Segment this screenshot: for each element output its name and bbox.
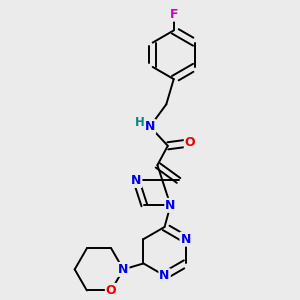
Text: N: N — [145, 120, 155, 133]
Text: N: N — [131, 174, 141, 187]
Text: N: N — [159, 269, 170, 282]
Text: O: O — [185, 136, 195, 149]
Text: N: N — [118, 263, 128, 276]
Text: F: F — [169, 8, 178, 21]
Text: H: H — [135, 116, 145, 130]
Text: N: N — [180, 232, 191, 246]
Text: N: N — [165, 199, 176, 212]
Text: O: O — [106, 284, 116, 297]
